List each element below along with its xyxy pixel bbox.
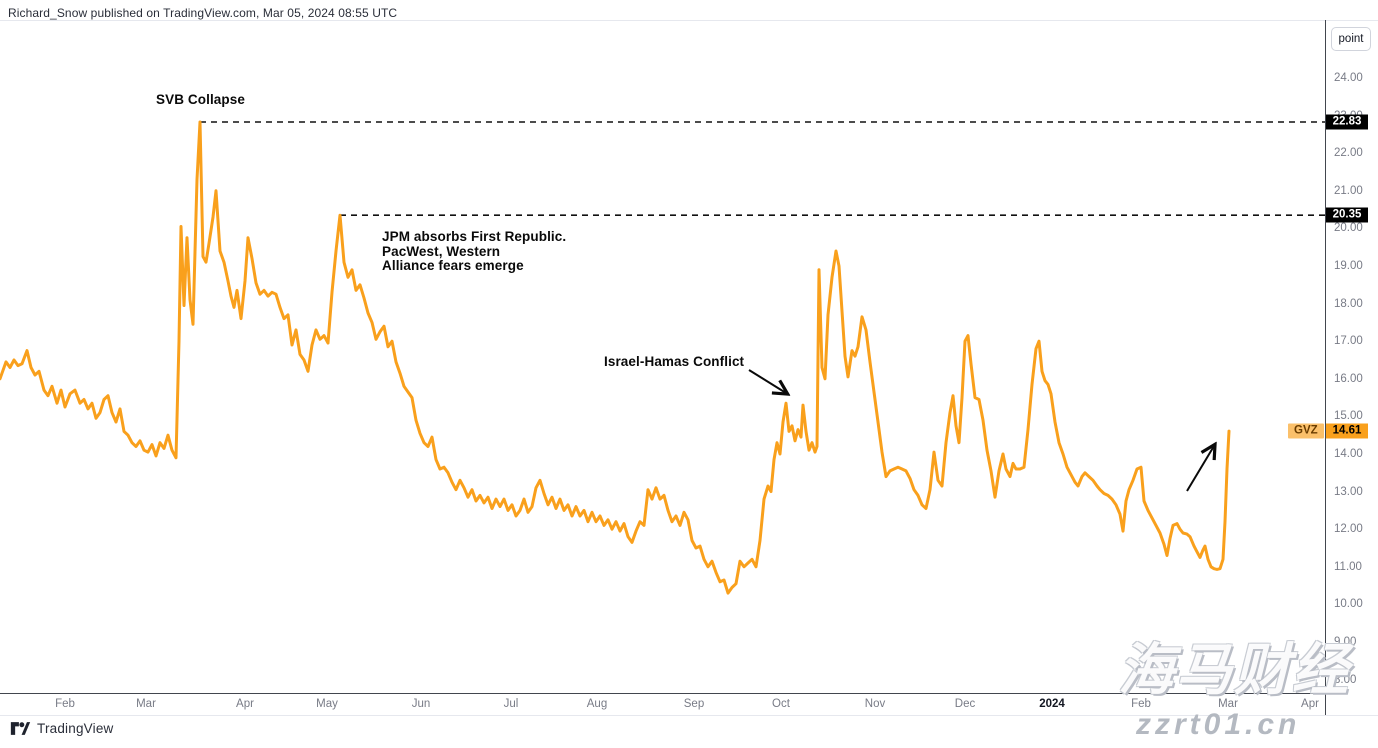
price-tick-label: 24.00 [1334, 72, 1363, 84]
price-tick-label: 19.00 [1334, 260, 1363, 272]
time-tick-label-feb: Feb [1131, 698, 1151, 710]
annotation-jpm-line3: Alliance fears emerge [382, 258, 524, 273]
price-tick-label: 12.00 [1334, 523, 1363, 536]
dashed-level-lines [200, 121, 1325, 216]
price-axis-unit-button[interactable]: point [1331, 27, 1371, 51]
annotation-jpm-line1: JPM absorbs First Republic. [382, 229, 567, 244]
publication-byline: Richard_Snow published on TradingView.co… [8, 6, 398, 20]
annotation-arrows [748, 369, 1214, 492]
price-tick-label: 18.00 [1334, 297, 1363, 310]
gvz-last-price-badge: 14.61 [1326, 423, 1368, 439]
price-tick-label: 14.00 [1334, 448, 1363, 460]
axis-bottom-border [0, 715, 1378, 716]
price-tick-label: 11.00 [1334, 560, 1362, 573]
annotation-svb-collapse: SVB Collapse [156, 92, 245, 107]
time-tick-label-sep: Sep [683, 698, 705, 710]
time-tick-label-nov: Nov [864, 698, 886, 710]
time-tick-label-dec: Dec [954, 698, 976, 710]
price-tick-label: 9.00 [1334, 636, 1357, 648]
price-tick-label: 16.00 [1334, 372, 1363, 385]
price-tick-label: 17.00 [1334, 335, 1363, 348]
price-tick-label: 21.00 [1334, 184, 1363, 197]
price-tick-label: 15.00 [1334, 410, 1363, 423]
time-tick-label-apr: Apr [1301, 698, 1319, 710]
time-tick-label-mar: Mar [1218, 698, 1238, 710]
watermark-url-text: zzrt01.cn [1136, 708, 1301, 741]
chart-top-border [0, 20, 1378, 21]
annotation-jpm-line2: PacWest, Western [382, 243, 501, 259]
watermark-chinese-text: 海马财经 [1118, 638, 1350, 701]
israel-hamas-arrow [748, 369, 786, 393]
time-tick-label-aug: Aug [586, 698, 608, 710]
final-spike-arrow [1186, 446, 1214, 492]
time-tick-label-may: May [316, 698, 338, 710]
tradingview-brand[interactable]: TradingView [10, 721, 114, 736]
price-tick-label: 13.00 [1334, 485, 1363, 498]
price-axis-line [1325, 20, 1326, 716]
time-tick-label-jun: Jun [411, 698, 431, 710]
price-tick-label: 20.00 [1334, 222, 1363, 235]
time-tick-label-feb: Feb [55, 698, 75, 710]
gvz-symbol-badge: GVZ [1288, 423, 1324, 439]
time-tick-label-jul: Jul [503, 698, 519, 710]
annotation-jpm-first-republic: JPM absorbs First Republic. PacWest, Wes… [382, 229, 567, 274]
tradingview-brand-label: TradingView [37, 721, 114, 736]
level-price-label-20-35: 20.35 [1326, 207, 1368, 223]
time-tick-label-2024: 2024 [1039, 698, 1065, 710]
time-tick-label-apr: Apr [236, 698, 254, 710]
price-tick-label: 8.00 [1334, 673, 1357, 686]
price-tick-label: 10.00 [1334, 598, 1363, 611]
tradingview-logo-icon [10, 722, 31, 735]
price-tick-label: 22.00 [1334, 147, 1363, 160]
time-tick-label-oct: Oct [772, 698, 790, 710]
level-price-label-22-83: 22.83 [1326, 114, 1368, 130]
annotation-israel-hamas: Israel-Hamas Conflict [604, 354, 745, 369]
time-tick-label-mar: Mar [136, 698, 156, 710]
time-axis-line [0, 693, 1326, 694]
